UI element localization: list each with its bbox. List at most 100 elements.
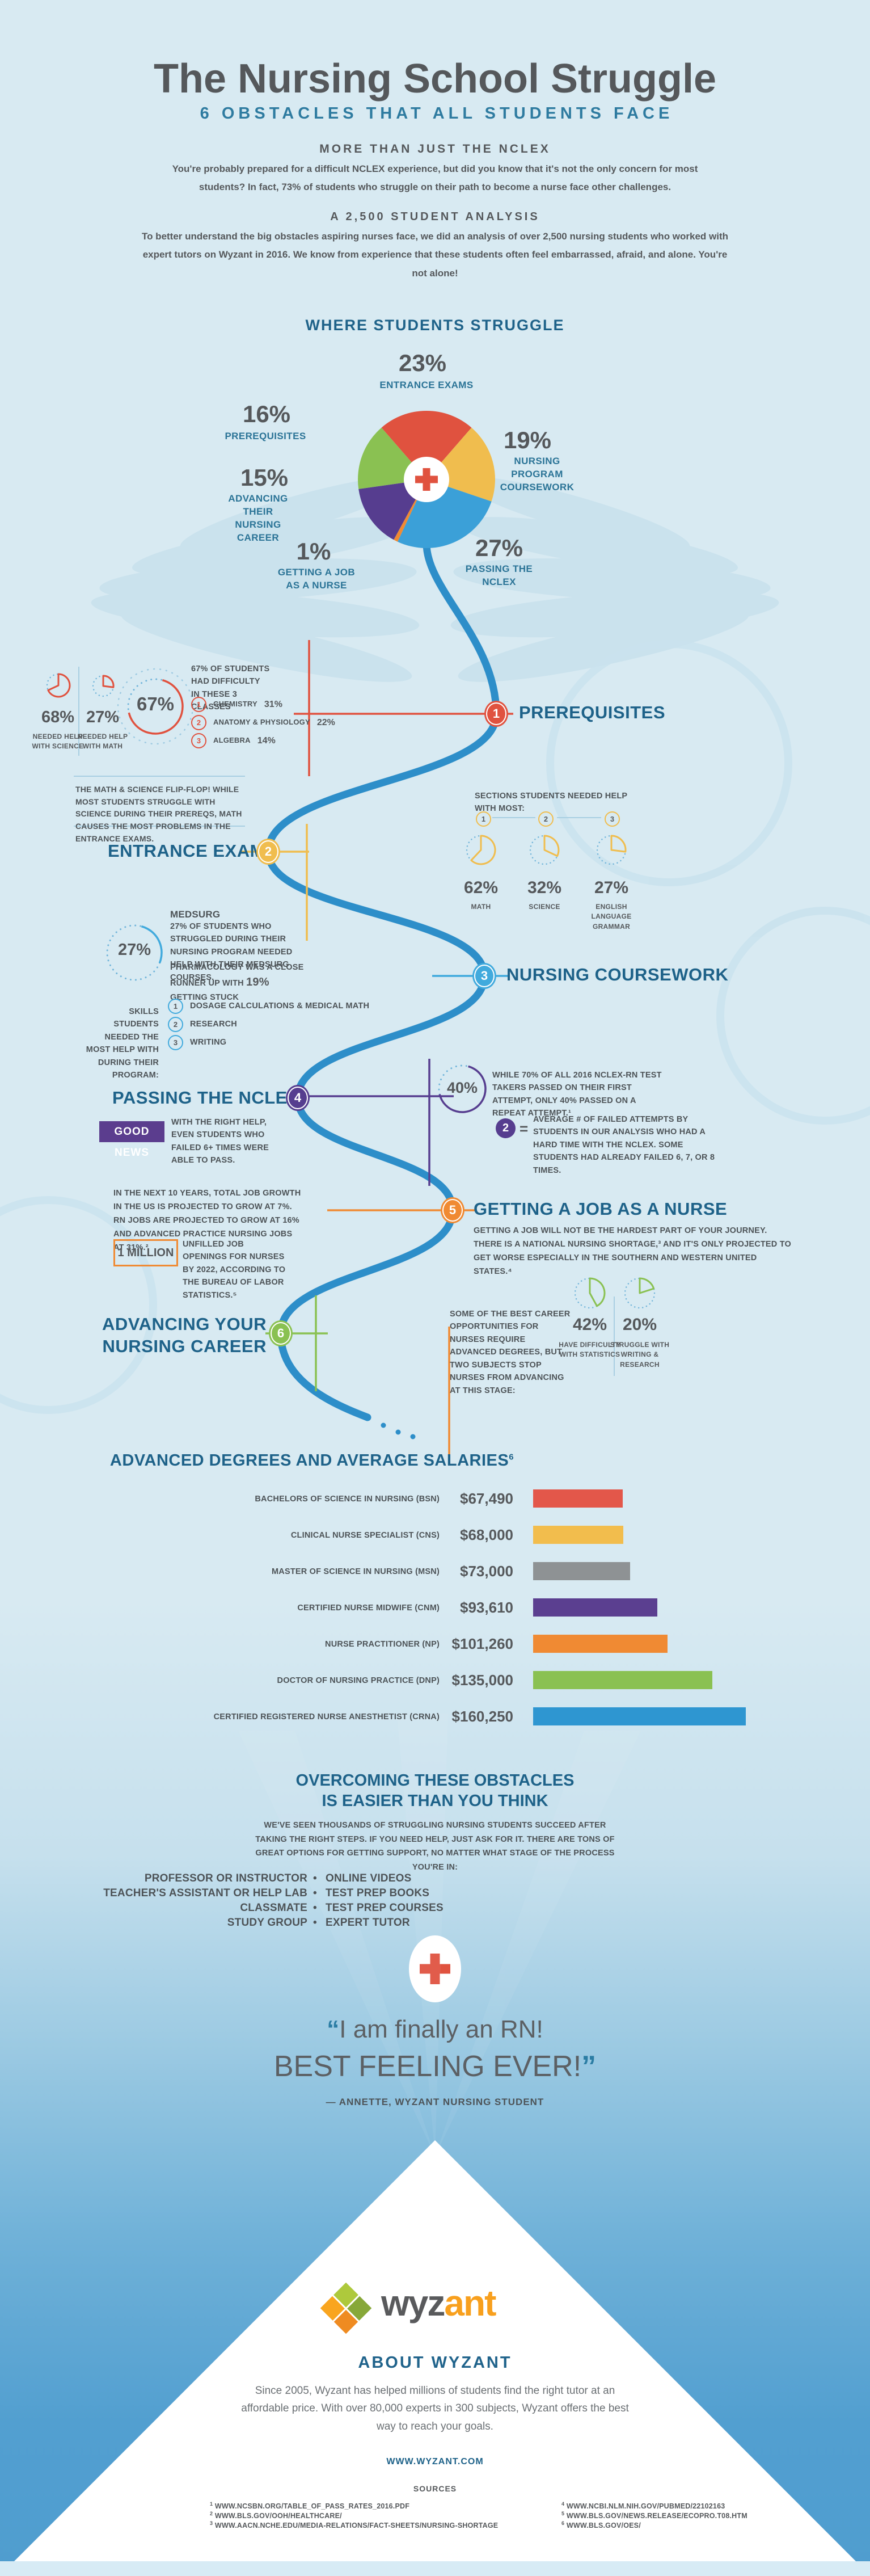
source-number: 3	[210, 2520, 213, 2526]
section6-title-line2: NURSING CAREER	[102, 1336, 267, 1356]
bar-value: $101,260	[451, 1635, 513, 1652]
pharma-text2: GETTING STUCK	[170, 993, 239, 1003]
bullet-icon: •	[313, 1917, 317, 1929]
source-url: WWW.AACN.NCHE.EDU/MEDIA-RELATIONS/FACT-S…	[214, 2522, 499, 2530]
source-item: 4 WWW.NCBI.NLM.NIH.GOV/PUBMED/22102163	[561, 2501, 725, 2510]
math-section-pie-icon	[466, 835, 496, 865]
pie-label-coursework: NURSING PROGRAM COURSEWORK	[500, 456, 575, 493]
medsurg-ring-value: 27%	[117, 941, 151, 959]
overcoming-title-line1: OVERCOMING THESE OBSTACLES	[295, 1771, 575, 1790]
overcoming-text: WE'VE SEEN THOUSANDS OF STRUGGLING NURSI…	[255, 1821, 615, 1872]
math-stat-value: 27%	[86, 708, 120, 726]
skills-intro: SKILLS STUDENTS NEEDED THE MOST HELP WIT…	[86, 1007, 159, 1080]
intro1-text: You're probably prepared for a difficult…	[172, 163, 698, 193]
marker-entrance-exams: 2	[256, 839, 280, 865]
pharma-text1: PHARMACOLOGY WAS A CLOSE RUNNER UP WITH	[170, 963, 304, 988]
open-quote-icon: “	[327, 2015, 340, 2043]
good-news-badge: GOOD NEWS	[99, 1121, 164, 1159]
skill-number-icon: 1	[168, 999, 183, 1014]
pie-value-coursework: 19%	[503, 427, 552, 453]
mountain-shape	[0, 2140, 870, 2576]
website-link[interactable]: WWW.WYZANT.COM	[386, 2457, 484, 2466]
salary-title-text: ADVANCED DEGREES AND AVERAGE SALARIES	[109, 1451, 509, 1470]
class-label: ANATOMY & PHYSIOLOGY	[213, 718, 310, 727]
support-option: CLASSMATE	[240, 1902, 307, 1914]
source-url: WWW.BLS.GOV/NEWS.RELEASE/ECOPRO.T08.HTM	[566, 2512, 747, 2520]
class-number-icon: 3	[191, 733, 206, 748]
class-value: 31%	[264, 699, 282, 709]
bar-label: CLINICAL NURSE SPECIALIST (CNS)	[290, 1531, 440, 1540]
avg-attempts-value: 2	[502, 1122, 509, 1134]
support-option: PROFESSOR OR INSTRUCTOR	[144, 1872, 307, 1884]
pie-value-prereq: 16%	[242, 401, 291, 427]
science-section-pie-icon	[529, 835, 560, 865]
class-label: CHEMISTRY	[213, 700, 257, 709]
quote-line1: “I am finally an RN!	[327, 2015, 543, 2044]
writing-pie-icon	[624, 1277, 656, 1309]
pie-label-job: GETTING A JOB AS A NURSE	[277, 567, 356, 591]
writing-stat-label: STRUGGLE WITH WRITING & RESEARCH	[610, 1341, 670, 1369]
mountain-rays	[238, 1714, 641, 2156]
bullet-icon: •	[313, 1872, 317, 1884]
source-number: 2	[210, 2511, 213, 2516]
marker-prerequisites: 1	[484, 701, 508, 727]
medical-cross-icon-large	[420, 1954, 450, 1984]
bottom-strip	[0, 2561, 870, 2576]
million-box: 1 MILLION	[113, 1239, 178, 1266]
intro1-title: MORE THAN JUST THE NCLEX	[319, 142, 551, 155]
math-pie-icon	[92, 675, 115, 697]
source-item: 6 WWW.BLS.GOV/OES/	[561, 2520, 641, 2529]
pharmacology-text: PHARMACOLOGY WAS A CLOSE RUNNER UP WITH …	[170, 961, 306, 1004]
math-stat-label: NEEDED HELP WITH MATH	[77, 733, 128, 751]
bar-cns	[533, 1526, 623, 1544]
section6-title-line1: ADVANCING YOUR	[102, 1314, 267, 1334]
section4-title: PASSING THE NCLEX	[112, 1088, 300, 1108]
bar-label: NURSE PRACTITIONER (NP)	[325, 1640, 440, 1649]
avg-attempts-icon: 2	[496, 1118, 516, 1138]
bar-label: DOCTOR OF NURSING PRACTICE (DNP)	[277, 1676, 440, 1685]
divider-lines	[74, 667, 615, 1376]
section3-title: NURSING COURSEWORK	[506, 965, 729, 984]
page-subtitle: 6 OBSTACLES THAT ALL STUDENTS FACE	[200, 104, 674, 123]
bar-label: BACHELORS OF SCIENCE IN NURSING (BSN)	[255, 1495, 440, 1504]
repeat-pass-value: 40%	[446, 1079, 478, 1096]
pie-section-title: WHERE STUDENTS STRUGGLE	[305, 317, 565, 334]
sources-title: SOURCES	[413, 2484, 457, 2493]
marker-advancing-career: 6	[269, 1320, 293, 1346]
wyzant-wordmark: wyzant	[381, 2282, 496, 2324]
pharma-value: 19%	[246, 976, 269, 989]
entrance-stat-label: SCIENCE	[529, 903, 560, 911]
skill-row-writing: 3 WRITING	[168, 1035, 226, 1050]
million-text: UNFILLED JOB OPENINGS FOR NURSES BY 2022…	[183, 1240, 286, 1300]
entrance-intro: SECTIONS STUDENTS NEEDED HELP WITH MOST:	[475, 792, 627, 814]
skill-label: WRITING	[190, 1038, 227, 1047]
job-intro: GETTING A JOB WILL NOT BE THE HARDEST PA…	[474, 1226, 791, 1276]
entrance-stat-value: 62%	[463, 878, 499, 897]
source-item: 5 WWW.BLS.GOV/NEWS.RELEASE/ECOPRO.T08.HT…	[561, 2511, 747, 2520]
entrance-stat-label: ENGLISH LANGUAGE GRAMMAR	[591, 903, 632, 931]
bar-np	[533, 1635, 668, 1653]
wordmark-wyz: wyz	[381, 2283, 445, 2324]
bar-dnp	[533, 1671, 712, 1689]
pie-label-nclex: PASSING THE NCLEX	[465, 563, 533, 587]
science-stat-label: NEEDED HELP WITH SCIENCE	[32, 733, 84, 751]
pie-label-prereq: PREREQUISITES	[225, 431, 306, 441]
source-url: WWW.BLS.GOV/OES/	[566, 2522, 641, 2530]
class-row-chemistry: 1 CHEMISTRY 31%	[191, 697, 282, 712]
bar-crna	[533, 1707, 746, 1725]
entrance-stat-value: 32%	[527, 878, 562, 897]
writing-stat-value: 20%	[622, 1315, 657, 1334]
support-option: EXPERT TUTOR	[326, 1917, 410, 1929]
overcoming-title-line2: IS EASIER THAN YOU THINK	[322, 1792, 548, 1810]
bar-label: CERTIFIED REGISTERED NURSE ANESTHETIST (…	[213, 1712, 440, 1721]
pie-value-job: 1%	[296, 538, 331, 565]
source-url: WWW.NCBI.NLM.NIH.GOV/PUBMED/22102163	[566, 2502, 725, 2511]
source-number: 6	[561, 2520, 565, 2526]
repeat-pass-ring-icon	[438, 1064, 487, 1113]
bar-value: $135,000	[451, 1672, 513, 1689]
decorative-circles	[0, 640, 870, 1414]
section6-title: ADVANCING YOUR NURSING CAREER	[101, 1314, 267, 1358]
class-number-icon: 1	[191, 697, 206, 712]
skill-row-research: 2 RESEARCH	[168, 1017, 237, 1032]
